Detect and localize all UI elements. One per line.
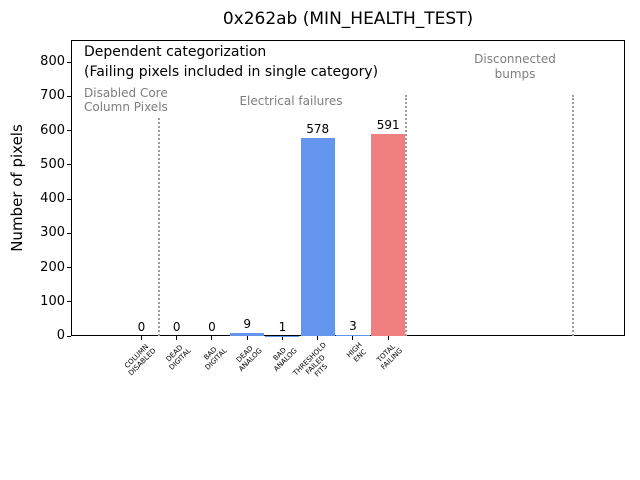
y-axis-tick (67, 61, 71, 63)
x-tick-label: DEAD DIGITAL (164, 343, 194, 372)
bar (230, 332, 265, 336)
x-axis-tick (352, 336, 354, 340)
x-tick-label: COLUMN DISABLED (123, 342, 158, 378)
bar-value-label: 1 (278, 319, 287, 334)
annotation-dependent-categorization: Dependent categorization (84, 44, 267, 60)
bar-value-label: 0 (172, 320, 181, 334)
x-tick-label: BAD DIGITAL (201, 345, 229, 372)
y-axis-tick (67, 164, 71, 166)
y-tick-label: 400 (40, 191, 65, 207)
bar (371, 133, 406, 336)
section-separator-line (158, 118, 161, 336)
bar-value-label: 3 (349, 318, 357, 333)
bar (335, 334, 370, 336)
x-axis-tick (281, 336, 283, 340)
bar-value-label: 0 (137, 320, 146, 334)
x-tick-label: HIGH ENC (345, 341, 369, 364)
y-axis-tick (67, 130, 71, 132)
y-tick-label: 600 (40, 122, 65, 138)
y-tick-label: 800 (40, 54, 65, 70)
y-tick-label: 500 (40, 156, 65, 172)
bar-value-label: 9 (243, 316, 252, 331)
y-tick-label: 200 (40, 259, 65, 275)
y-axis-tick (67, 335, 71, 337)
x-tick-label: TOTAL FAILING (375, 342, 405, 372)
annotation-electrical-failures: Electrical failures (239, 94, 343, 108)
annotation-disabled-core-column-pixels: Disabled Core Column Pixels (84, 86, 168, 114)
x-axis-tick (176, 336, 178, 340)
bar (300, 138, 335, 336)
y-axis-tick (67, 301, 71, 303)
annotation-failing-pixels-note: (Failing pixels included in single categ… (84, 64, 379, 80)
y-tick-label: 0 (56, 328, 65, 343)
y-axis-tick (67, 267, 71, 269)
section-separator-line (572, 95, 575, 336)
annotation-disconnected-bumps: Disconnected bumps (474, 52, 556, 81)
y-tick-label: 300 (40, 225, 65, 241)
x-axis-tick (140, 336, 142, 340)
x-tick-label: THRESHOLD FAILED FITS (292, 341, 330, 379)
bar-value-label: 578 (306, 122, 330, 137)
y-axis-tick (67, 198, 71, 200)
x-axis-tick (211, 336, 213, 340)
x-axis-tick (246, 336, 248, 340)
y-axis-tick (67, 95, 71, 97)
x-axis-tick (387, 336, 389, 340)
section-separator-line (404, 95, 407, 336)
y-tick-label: 100 (40, 293, 65, 309)
bar-value-label: 0 (208, 320, 216, 334)
bar-value-label: 591 (376, 117, 400, 132)
y-axis-tick (67, 232, 71, 234)
x-tick-label: DEAD ANALOG (234, 344, 264, 374)
y-tick-label: 700 (40, 88, 65, 104)
chart-title: 0x262ab (MIN_HEALTH_TEST) (222, 9, 474, 29)
x-axis-tick (317, 336, 319, 340)
